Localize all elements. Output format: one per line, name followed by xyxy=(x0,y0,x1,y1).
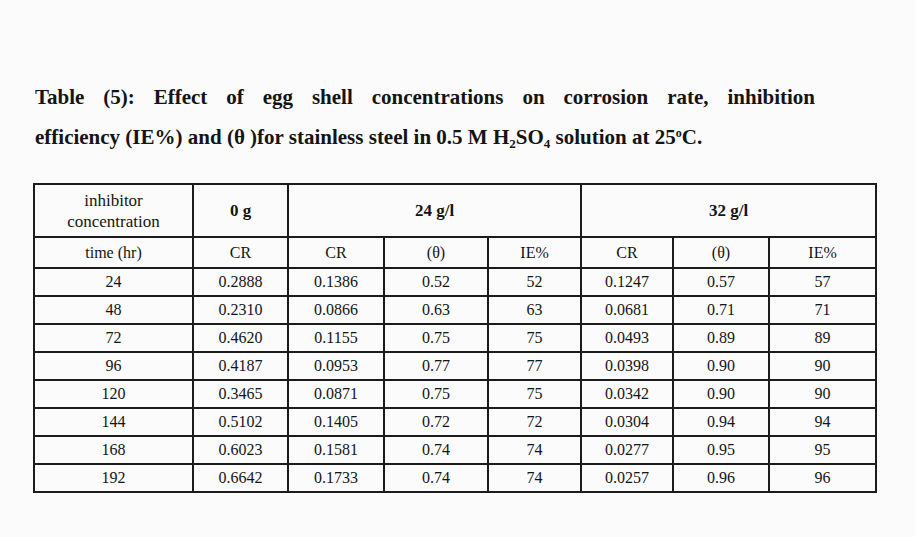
data-cell: 0.90 xyxy=(673,380,769,408)
column-header-cr-0g: CR xyxy=(193,237,288,268)
time-cell: 144 xyxy=(34,408,193,436)
data-cell: 77 xyxy=(488,352,581,380)
data-cell: 0.90 xyxy=(673,352,769,380)
time-cell: 24 xyxy=(34,268,193,296)
data-cell: 0.89 xyxy=(673,324,769,352)
column-header-ie-32gl: IE% xyxy=(769,237,876,268)
table-body: 240.28880.13860.52520.12470.5757480.2310… xyxy=(34,268,876,492)
data-cell: 0.71 xyxy=(673,296,769,324)
data-cell: 96 xyxy=(769,464,876,492)
table-row: 1920.66420.17330.74740.02570.9696 xyxy=(34,464,876,492)
column-header-theta-24gl: (θ) xyxy=(384,237,488,268)
data-cell: 0.75 xyxy=(384,324,488,352)
document-page: Table (5): Effect of egg shell concentra… xyxy=(0,0,915,537)
data-cell: 94 xyxy=(769,408,876,436)
caption-text: solution at 25 xyxy=(550,125,675,149)
data-cell: 0.63 xyxy=(384,296,488,324)
data-cell: 89 xyxy=(769,324,876,352)
data-cell: 90 xyxy=(769,352,876,380)
data-cell: 0.1405 xyxy=(288,408,384,436)
time-cell: 168 xyxy=(34,436,193,464)
data-cell: 63 xyxy=(488,296,581,324)
data-cell: 75 xyxy=(488,380,581,408)
data-cell: 95 xyxy=(769,436,876,464)
caption-text: C. xyxy=(682,125,702,149)
data-cell: 0.5102 xyxy=(193,408,288,436)
header-conc-0g: 0 g xyxy=(193,184,288,237)
data-cell: 0.52 xyxy=(384,268,488,296)
data-cell: 0.3465 xyxy=(193,380,288,408)
data-cell: 0.0398 xyxy=(581,352,673,380)
data-cell: 0.6023 xyxy=(193,436,288,464)
time-cell: 72 xyxy=(34,324,193,352)
data-cell: 0.6642 xyxy=(193,464,288,492)
data-cell: 75 xyxy=(488,324,581,352)
data-cell: 0.1733 xyxy=(288,464,384,492)
data-table: inhibitor concentration 0 g 24 g/l 32 g/… xyxy=(33,183,877,493)
table-row: 480.23100.08660.63630.06810.7171 xyxy=(34,296,876,324)
data-cell: 0.0681 xyxy=(581,296,673,324)
data-cell: 0.96 xyxy=(673,464,769,492)
data-cell: 74 xyxy=(488,436,581,464)
data-cell: 57 xyxy=(769,268,876,296)
data-cell: 0.74 xyxy=(384,436,488,464)
caption-line-1: Table (5): Effect of egg shell concentra… xyxy=(35,84,815,110)
data-cell: 0.0277 xyxy=(581,436,673,464)
caption-text: SO xyxy=(516,125,544,149)
data-cell: 0.1155 xyxy=(288,324,384,352)
table-row: 1200.34650.08710.75750.03420.9090 xyxy=(34,380,876,408)
header-inhibitor-concentration: inhibitor concentration xyxy=(34,184,193,237)
data-cell: 0.1581 xyxy=(288,436,384,464)
header-conc-32gl: 32 g/l xyxy=(581,184,876,237)
table-caption: Table (5): Effect of egg shell concentra… xyxy=(35,84,815,150)
time-cell: 96 xyxy=(34,352,193,380)
time-cell: 192 xyxy=(34,464,193,492)
data-cell: 0.1247 xyxy=(581,268,673,296)
data-cell: 0.72 xyxy=(384,408,488,436)
header-row-concentrations: inhibitor concentration 0 g 24 g/l 32 g/… xyxy=(34,184,876,237)
data-cell: 0.74 xyxy=(384,464,488,492)
data-cell: 0.0304 xyxy=(581,408,673,436)
data-cell: 0.94 xyxy=(673,408,769,436)
time-cell: 48 xyxy=(34,296,193,324)
data-cell: 0.4620 xyxy=(193,324,288,352)
data-cell: 0.75 xyxy=(384,380,488,408)
data-cell: 52 xyxy=(488,268,581,296)
data-cell: 72 xyxy=(488,408,581,436)
data-cell: 0.0866 xyxy=(288,296,384,324)
column-header-cr-32gl: CR xyxy=(581,237,673,268)
column-header-time: time (hr) xyxy=(34,237,193,268)
header-row-columns: time (hr) CR CR (θ) IE% CR (θ) IE% xyxy=(34,237,876,268)
table-row: 1680.60230.15810.74740.02770.9595 xyxy=(34,436,876,464)
data-cell: 0.0257 xyxy=(581,464,673,492)
data-cell: 0.1386 xyxy=(288,268,384,296)
data-cell: 0.77 xyxy=(384,352,488,380)
data-cell: 0.4187 xyxy=(193,352,288,380)
data-cell: 0.0493 xyxy=(581,324,673,352)
caption-line-2: efficiency (IE%) and (θ )for stainless s… xyxy=(35,124,815,150)
column-header-theta-32gl: (θ) xyxy=(673,237,769,268)
data-cell: 0.95 xyxy=(673,436,769,464)
table-row: 1440.51020.14050.72720.03040.9494 xyxy=(34,408,876,436)
column-header-ie-24gl: IE% xyxy=(488,237,581,268)
data-cell: 74 xyxy=(488,464,581,492)
data-cell: 90 xyxy=(769,380,876,408)
data-cell: 0.0953 xyxy=(288,352,384,380)
caption-text: efficiency (IE%) and (θ )for stainless s… xyxy=(35,125,509,149)
data-cell: 71 xyxy=(769,296,876,324)
header-conc-24gl: 24 g/l xyxy=(288,184,581,237)
data-cell: 0.57 xyxy=(673,268,769,296)
column-header-cr-24gl: CR xyxy=(288,237,384,268)
data-cell: 0.0342 xyxy=(581,380,673,408)
time-cell: 120 xyxy=(34,380,193,408)
data-cell: 0.2310 xyxy=(193,296,288,324)
table-row: 720.46200.11550.75750.04930.8989 xyxy=(34,324,876,352)
data-cell: 0.2888 xyxy=(193,268,288,296)
data-cell: 0.0871 xyxy=(288,380,384,408)
table-row: 960.41870.09530.77770.03980.9090 xyxy=(34,352,876,380)
table-row: 240.28880.13860.52520.12470.5757 xyxy=(34,268,876,296)
